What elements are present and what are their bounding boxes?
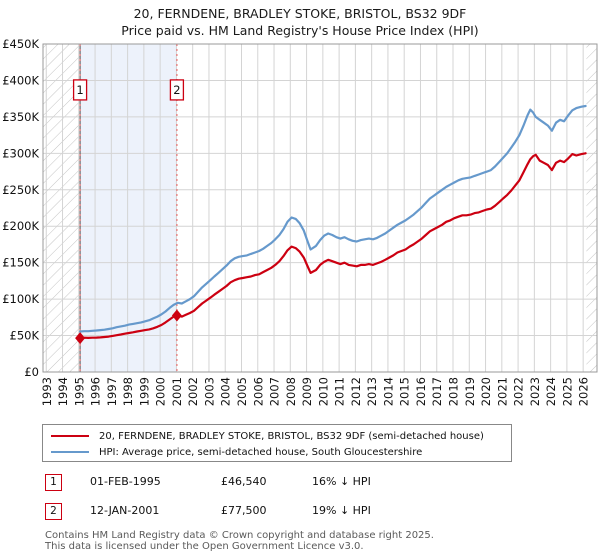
transaction-row-2: 2 12-JAN-2001 £77,500 19% ↓ HPI <box>45 503 585 521</box>
footer-line-1: Contains HM Land Registry data © Crown c… <box>45 530 434 541</box>
svg-text:1: 1 <box>76 83 83 97</box>
page-title: 20, FERNDENE, BRADLEY STOKE, BRISTOL, BS… <box>133 6 467 21</box>
sale-1-price: £46,540 <box>221 475 267 488</box>
sale-2-hpi-delta: 19% ↓ HPI <box>312 504 371 517</box>
svg-text:£450K: £450K <box>2 37 39 51</box>
license-footer: Contains HM Land Registry data © Crown c… <box>45 530 600 552</box>
svg-text:2012: 2012 <box>349 377 363 406</box>
price-paid-line-swatch <box>51 435 89 437</box>
legend-label-price-paid: 20, FERNDENE, BRADLEY STOKE, BRISTOL, BS… <box>99 430 484 442</box>
svg-text:£50K: £50K <box>10 329 40 343</box>
svg-text:2021: 2021 <box>495 377 509 406</box>
svg-text:2007: 2007 <box>268 377 282 406</box>
svg-text:2022: 2022 <box>512 377 526 406</box>
svg-text:2020: 2020 <box>479 377 493 406</box>
svg-text:1995: 1995 <box>72 377 86 406</box>
svg-text:1996: 1996 <box>89 377 103 406</box>
svg-text:2009: 2009 <box>300 377 314 406</box>
page-subtitle: Price paid vs. HM Land Registry's House … <box>121 23 479 38</box>
svg-text:£200K: £200K <box>2 219 39 233</box>
svg-text:2015: 2015 <box>398 377 412 406</box>
chart-title-block: 20, FERNDENE, BRADLEY STOKE, BRISTOL, BS… <box>0 5 600 39</box>
svg-text:2006: 2006 <box>251 377 265 406</box>
svg-text:£400K: £400K <box>2 73 39 87</box>
svg-text:£100K: £100K <box>2 292 39 306</box>
svg-text:£250K: £250K <box>2 183 39 197</box>
svg-text:2004: 2004 <box>219 377 233 406</box>
svg-text:2: 2 <box>173 83 180 97</box>
svg-text:2025: 2025 <box>560 377 574 406</box>
sale-2-date: 12-JAN-2001 <box>90 504 160 517</box>
legend-row-hpi: HPI: Average price, semi-detached house,… <box>51 444 511 460</box>
legend-label-hpi: HPI: Average price, semi-detached house,… <box>99 446 423 458</box>
svg-text:2002: 2002 <box>186 377 200 406</box>
svg-text:£150K: £150K <box>2 256 39 270</box>
footer-line-2: This data is licensed under the Open Gov… <box>45 541 364 552</box>
svg-text:1999: 1999 <box>137 377 151 406</box>
svg-text:£300K: £300K <box>2 146 39 160</box>
svg-text:£350K: £350K <box>2 110 39 124</box>
svg-text:2026: 2026 <box>577 377 591 406</box>
svg-text:2005: 2005 <box>235 377 249 406</box>
svg-text:2016: 2016 <box>414 377 428 406</box>
svg-text:1994: 1994 <box>56 377 70 406</box>
transaction-row-1: 1 01-FEB-1995 £46,540 16% ↓ HPI <box>45 474 585 492</box>
svg-text:2011: 2011 <box>333 377 347 406</box>
svg-text:2018: 2018 <box>447 377 461 406</box>
svg-text:£0: £0 <box>24 365 39 379</box>
sale-1-number-badge: 1 <box>45 474 62 491</box>
legend-row-price-paid: 20, FERNDENE, BRADLEY STOKE, BRISTOL, BS… <box>51 428 511 444</box>
svg-text:2000: 2000 <box>154 377 168 406</box>
svg-text:2013: 2013 <box>365 377 379 406</box>
svg-text:2019: 2019 <box>463 377 477 406</box>
svg-text:1993: 1993 <box>40 377 54 406</box>
svg-text:2001: 2001 <box>170 377 184 406</box>
svg-text:2017: 2017 <box>430 377 444 406</box>
svg-text:1997: 1997 <box>105 377 119 406</box>
chart-legend: 20, FERNDENE, BRADLEY STOKE, BRISTOL, BS… <box>42 424 512 462</box>
sale-1-date: 01-FEB-1995 <box>90 475 161 488</box>
price-chart: £0 £50K £100K £150K £200K £250K £300K £350K £400… <box>2 37 598 406</box>
sale-2-price: £77,500 <box>221 504 267 517</box>
svg-text:2014: 2014 <box>381 377 395 406</box>
svg-text:2008: 2008 <box>284 377 298 406</box>
svg-text:2010: 2010 <box>316 377 330 406</box>
price-chart-svg: £0 £50K £100K £150K £200K £250K £300K £350K £400… <box>2 37 598 406</box>
hpi-line-swatch <box>51 451 89 453</box>
sale-1-hpi-delta: 16% ↓ HPI <box>312 475 371 488</box>
svg-text:2024: 2024 <box>544 377 558 406</box>
svg-text:2003: 2003 <box>202 377 216 406</box>
svg-text:1998: 1998 <box>121 377 135 406</box>
svg-text:2023: 2023 <box>528 377 542 406</box>
sale-2-number-badge: 2 <box>45 503 62 520</box>
